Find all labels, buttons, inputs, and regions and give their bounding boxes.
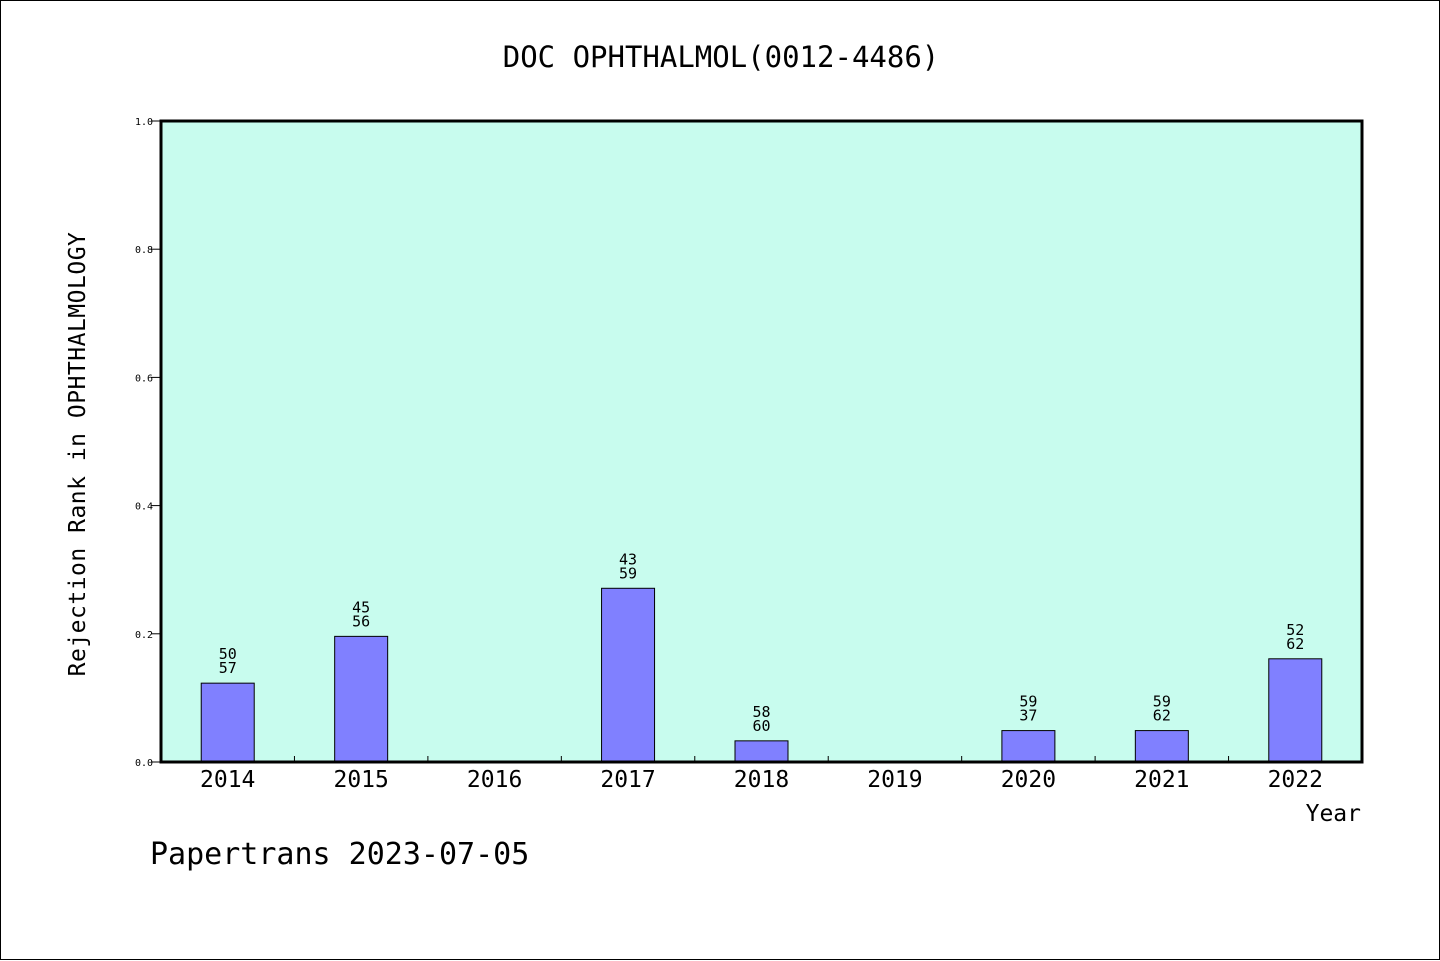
y-tick-label: 0.0 — [135, 758, 153, 769]
data-label-top-2022: 52 — [1286, 621, 1304, 639]
bar-2017 — [601, 587, 656, 763]
bar-series — [200, 587, 1323, 763]
x-tick-label-2014: 2014 — [200, 767, 255, 793]
data-label-bottom-2015: 56 — [352, 612, 370, 630]
x-tick-label-2015: 2015 — [333, 767, 388, 793]
x-tick-label-2022: 2022 — [1268, 767, 1323, 793]
y-tick-label: 1.0 — [135, 117, 153, 128]
data-label-top-2017: 43 — [619, 550, 637, 568]
data-label-bottom-2020: 37 — [1019, 707, 1037, 725]
x-tick-label-2019: 2019 — [867, 767, 922, 793]
data-label-bottom-2021: 62 — [1153, 707, 1171, 725]
x-axis-label: Year — [1306, 801, 1361, 827]
x-tick-label-2017: 2017 — [600, 767, 655, 793]
bar-2020 — [1001, 730, 1056, 763]
data-label-top-2021: 59 — [1153, 693, 1171, 711]
x-tick-label-2020: 2020 — [1001, 767, 1056, 793]
data-label-top-2020: 59 — [1019, 693, 1037, 711]
x-axis: 2014 2015 2016 2017 2018 2019 2020 2021 2022 — [200, 756, 1323, 793]
bar-2021 — [1134, 730, 1189, 763]
data-label-top-2015: 45 — [352, 598, 370, 616]
x-tick-label-2016: 2016 — [467, 767, 522, 793]
y-axis-label: Rejection Rank in OPHTHALMOLOGY — [65, 232, 91, 677]
bar-2014 — [200, 682, 255, 763]
y-tick-label: 0.8 — [135, 245, 153, 256]
data-label-bottom-2014: 57 — [219, 659, 237, 677]
data-label-bottom-2017: 59 — [619, 564, 637, 582]
y-tick-label: 0.4 — [135, 502, 153, 513]
plot-frame — [159, 119, 1364, 764]
data-label-top-2014: 50 — [219, 645, 237, 663]
y-axis: 0.0 0.2 0.4 0.6 0.8 1.0 — [135, 117, 161, 769]
data-label-bottom-2018: 60 — [752, 717, 770, 735]
footer-credit: Papertrans 2023-07-05 — [150, 837, 529, 872]
bar-2022 — [1268, 658, 1323, 763]
data-label-top-2018: 58 — [752, 703, 770, 721]
x-tick-label-2018: 2018 — [734, 767, 789, 793]
data-label-bottom-2022: 62 — [1286, 635, 1304, 653]
x-tick-label-2021: 2021 — [1134, 767, 1189, 793]
bar-2018 — [734, 740, 789, 763]
chart-title: DOC OPHTHALMOL(0012-4486) — [503, 40, 940, 74]
bar-2015 — [334, 635, 389, 763]
y-tick-label: 0.2 — [135, 630, 153, 641]
y-tick-label: 0.6 — [135, 373, 153, 384]
